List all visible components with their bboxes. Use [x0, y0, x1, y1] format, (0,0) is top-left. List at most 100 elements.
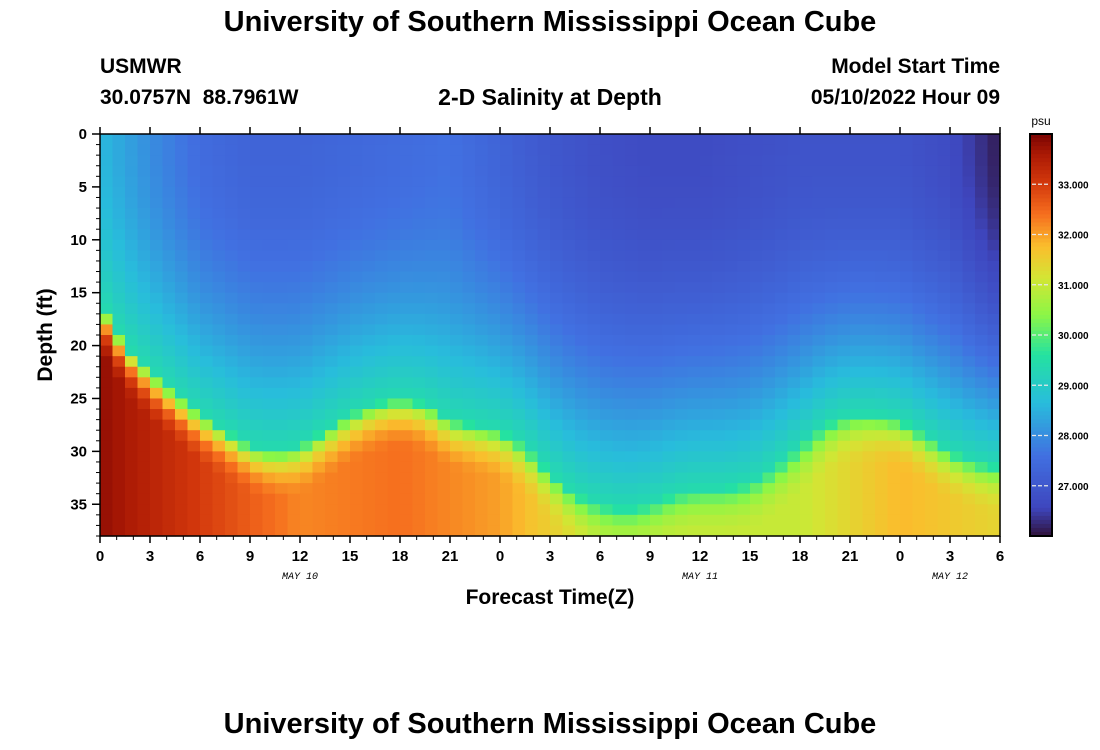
heatmap-cell: [950, 525, 964, 537]
heatmap-cell: [175, 345, 189, 357]
heatmap-cell: [200, 461, 214, 474]
heatmap-cell: [887, 345, 901, 357]
heatmap-cell: [962, 260, 976, 273]
heatmap-cell: [237, 229, 251, 241]
heatmap-cell: [287, 335, 301, 347]
heatmap-cell: [162, 186, 176, 199]
heatmap-cell: [262, 176, 276, 188]
heatmap-cell: [137, 186, 151, 199]
heatmap-cell: [687, 239, 701, 251]
heatmap-cell: [350, 387, 364, 400]
heatmap-cell: [212, 271, 226, 283]
heatmap-cell: [287, 197, 301, 209]
heatmap-cell: [912, 229, 926, 241]
heatmap-cell: [112, 472, 126, 484]
heatmap-cell: [700, 345, 714, 357]
heatmap-cell: [125, 504, 139, 516]
heatmap-cell: [625, 356, 639, 368]
heatmap-cell: [412, 356, 426, 368]
heatmap-cell: [725, 303, 739, 315]
heatmap-cell: [212, 398, 226, 410]
heatmap-cell: [175, 292, 189, 304]
heatmap-cell: [512, 451, 526, 463]
heatmap-cell: [625, 366, 639, 378]
heatmap-cell: [375, 303, 389, 315]
heatmap-cell: [775, 292, 789, 304]
heatmap-cell: [612, 155, 626, 167]
heatmap-cell: [787, 282, 801, 294]
heatmap-cell: [887, 218, 901, 230]
heatmap-cell: [750, 409, 764, 421]
heatmap-cell: [412, 440, 426, 452]
heatmap-cell: [312, 155, 326, 167]
heatmap-cell: [925, 324, 939, 336]
colorbar-segment: [1030, 166, 1052, 171]
colorbar-segment: [1030, 238, 1052, 244]
heatmap-cell: [925, 335, 939, 347]
heatmap-cell: [312, 377, 326, 389]
heatmap-cell: [987, 144, 1001, 156]
heatmap-cell: [162, 493, 176, 505]
heatmap-cell: [100, 303, 114, 315]
heatmap-cell: [112, 155, 126, 167]
heatmap-cell: [637, 483, 651, 495]
heatmap-cell: [525, 197, 539, 209]
heatmap-cell: [775, 155, 789, 167]
heatmap-cell: [225, 419, 239, 431]
heatmap-cell: [362, 239, 376, 251]
heatmap-cell: [700, 514, 714, 527]
heatmap-cell: [837, 176, 851, 188]
heatmap-cell: [362, 345, 376, 357]
heatmap-cell: [600, 260, 614, 273]
heatmap-cell: [412, 324, 426, 336]
heatmap-cell: [537, 186, 551, 199]
heatmap-cell: [862, 197, 876, 209]
heatmap-cell: [362, 186, 376, 199]
heatmap-cell: [325, 250, 339, 262]
heatmap-cell: [462, 356, 476, 368]
heatmap-cell: [487, 377, 501, 389]
heatmap-cell: [425, 483, 439, 495]
heatmap-cell: [375, 525, 389, 537]
heatmap-cell: [762, 218, 776, 230]
heatmap-cell: [812, 514, 826, 527]
heatmap-cell: [575, 229, 589, 241]
heatmap-cell: [937, 461, 951, 474]
heatmap-cell: [675, 324, 689, 336]
heatmap-cell: [437, 419, 451, 431]
heatmap-cell: [812, 260, 826, 273]
heatmap-cell: [712, 472, 726, 484]
heatmap-cell: [750, 239, 764, 251]
heatmap-cell: [250, 144, 264, 156]
heatmap-cell: [200, 260, 214, 273]
heatmap-cell: [575, 303, 589, 315]
heatmap-cell: [650, 387, 664, 400]
heatmap-cell: [925, 229, 939, 241]
heatmap-cell: [437, 155, 451, 167]
heatmap-cell: [712, 303, 726, 315]
heatmap-cell: [762, 176, 776, 188]
heatmap-cell: [712, 461, 726, 474]
heatmap-cell: [500, 514, 514, 527]
heatmap-cell: [975, 440, 989, 452]
heatmap-cell: [737, 197, 751, 209]
heatmap-cell: [962, 144, 976, 156]
heatmap-cell: [512, 271, 526, 283]
y-tick-label: 30: [70, 443, 87, 460]
heatmap-cell: [312, 472, 326, 484]
heatmap-cell: [162, 356, 176, 368]
heatmap-cell: [762, 387, 776, 400]
heatmap-cell: [612, 229, 626, 241]
heatmap-cell: [962, 387, 976, 400]
heatmap-cell: [462, 493, 476, 505]
heatmap-cell: [200, 239, 214, 251]
heatmap-cell: [800, 218, 814, 230]
heatmap-cell: [250, 282, 264, 294]
heatmap-cell: [637, 472, 651, 484]
heatmap-cell: [850, 292, 864, 304]
heatmap-cell: [900, 165, 914, 177]
heatmap-cell: [112, 313, 126, 326]
heatmap-cell: [362, 483, 376, 495]
heatmap-cell: [737, 186, 751, 199]
heatmap-cell: [275, 303, 289, 315]
